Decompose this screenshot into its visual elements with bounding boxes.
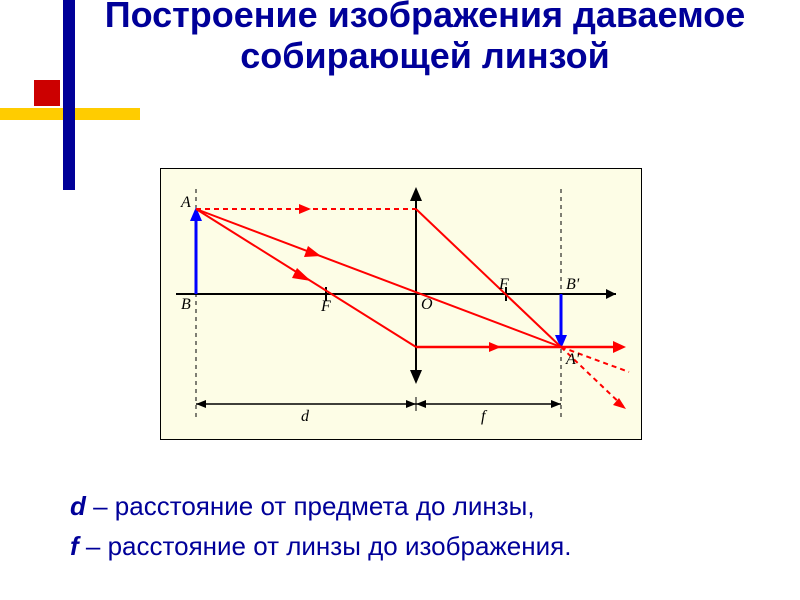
slide-title: Построение изображения даваемое собирающ… (90, 0, 760, 77)
label-Fleft: F (320, 298, 331, 315)
label-B: B (181, 296, 191, 313)
caption-d-text: – расстояние от предмета до линзы, (86, 491, 535, 521)
ray1-arrow1 (299, 204, 311, 214)
dim-d-arrL (196, 400, 206, 408)
label-A: A (180, 194, 191, 211)
lens-arrow-down (410, 370, 422, 384)
lens-diagram: A B F O F B' A' d f (160, 168, 642, 440)
dim-f-arrR (551, 400, 561, 408)
label-d: d (301, 408, 310, 425)
caption-d-sym: d (70, 491, 86, 521)
deco-square (34, 80, 60, 106)
label-Aprime: A' (565, 351, 580, 368)
label-f: f (481, 408, 488, 425)
label-O: O (421, 296, 433, 313)
caption-f-sym: f (70, 531, 79, 561)
axis-arrow (606, 289, 616, 299)
caption-f: f – расстояние от линзы до изображения. (70, 530, 740, 564)
label-Fright: F (498, 276, 509, 293)
ray3-arrow-mid (489, 342, 501, 352)
dim-d-arrR (406, 400, 416, 408)
ray2-arrow (304, 246, 321, 257)
lens-arrow-up (410, 187, 422, 201)
label-Bprime: B' (566, 276, 580, 293)
caption-f-text: – расстояние от линзы до изображения. (79, 531, 572, 561)
ray3-arrow2 (613, 341, 626, 353)
deco-hbar (0, 108, 140, 120)
ray1-refracted (416, 209, 561, 347)
dim-f-arrL (416, 400, 426, 408)
deco-vbar (63, 0, 75, 190)
caption-d: d – расстояние от предмета до линзы, (70, 490, 740, 524)
